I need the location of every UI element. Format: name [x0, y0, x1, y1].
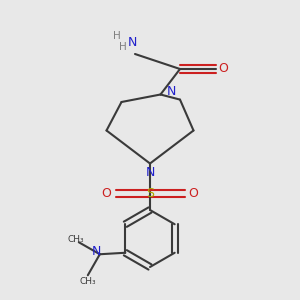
Text: CH₃: CH₃ — [68, 235, 84, 244]
Text: N: N — [145, 166, 155, 179]
Text: N: N — [166, 85, 176, 98]
Text: O: O — [102, 187, 111, 200]
Text: N: N — [92, 245, 101, 258]
Text: H: H — [113, 31, 121, 41]
Text: S: S — [146, 187, 154, 200]
Text: O: O — [219, 62, 228, 76]
Text: N: N — [127, 35, 137, 49]
Text: H: H — [119, 41, 127, 52]
Text: CH₃: CH₃ — [80, 277, 96, 286]
Text: O: O — [189, 187, 198, 200]
